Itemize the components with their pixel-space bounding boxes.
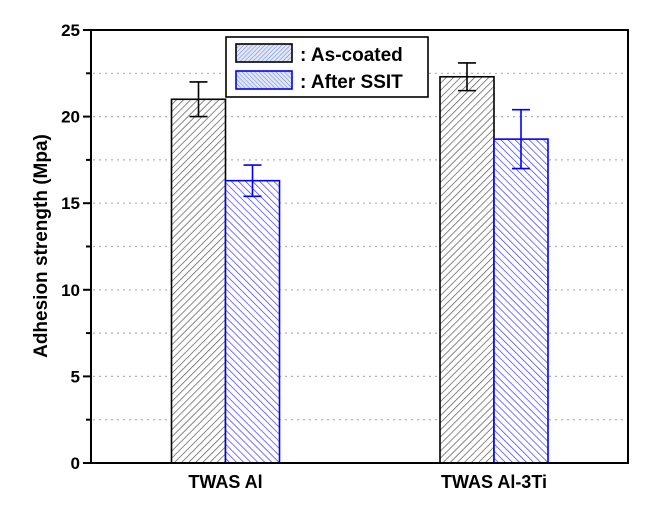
y-tick-label: 15 <box>61 194 80 213</box>
error-bars <box>189 62 530 198</box>
legend-swatch-after-ssit <box>235 70 293 90</box>
x-category-label: TWAS Al-3Ti <box>441 472 547 492</box>
y-ticks: 0 5 10 15 20 25 <box>61 21 91 473</box>
y-tick-label: 10 <box>61 281 80 300</box>
legend-label-after-ssit: : After SSIT <box>300 72 403 93</box>
bar-after-ssit-0 <box>224 179 281 464</box>
y-tick-label: 5 <box>71 367 80 386</box>
bar-after-ssit-1 <box>493 138 549 464</box>
y-tick-label: 20 <box>61 108 80 127</box>
legend-label-as-coated: : As-coated <box>300 45 403 66</box>
y-tick-label: 25 <box>61 21 80 40</box>
legend: : As-coated : After SSIT <box>225 36 429 98</box>
x-category-labels: TWAS Al TWAS Al-3Ti <box>188 472 547 492</box>
legend-swatch-as-coated <box>235 43 293 63</box>
bar-as-coated-1 <box>439 75 495 464</box>
y-axis-title: Adhesion strength (Mpa) <box>31 134 52 358</box>
bar-as-coated-0 <box>170 98 227 464</box>
bars <box>170 75 549 464</box>
x-category-label: TWAS Al <box>188 472 262 492</box>
y-tick-label: 0 <box>71 454 80 473</box>
